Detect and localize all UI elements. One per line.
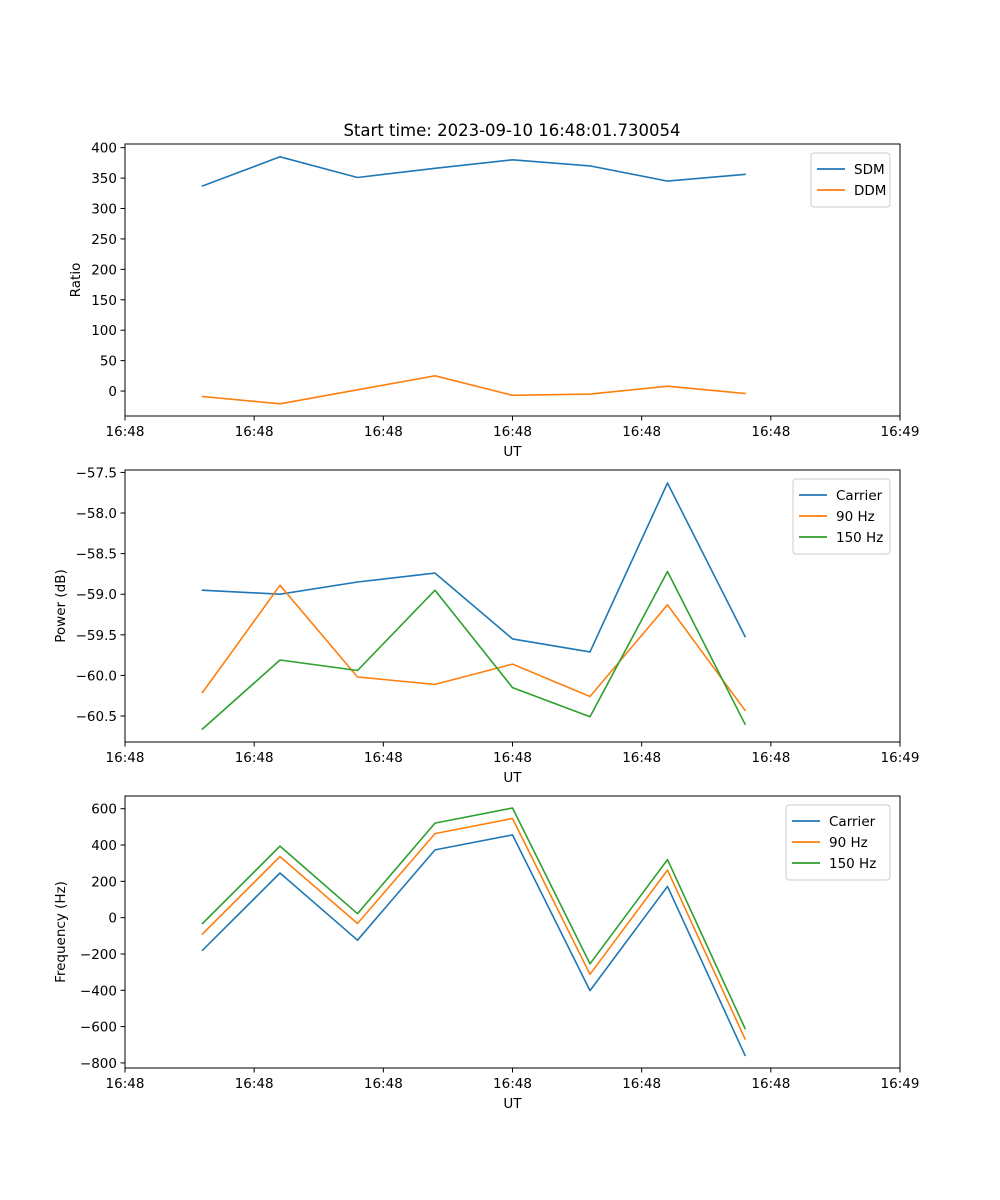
y-tick-label: 100: [91, 323, 117, 339]
y-tick-label: 200: [91, 874, 117, 890]
legend-label: 90 Hz: [836, 509, 875, 525]
legend-label: DDM: [854, 183, 886, 199]
x-tick-label: 16:48: [106, 750, 145, 766]
chart-title: Start time: 2023-09-10 16:48:01.730054: [343, 121, 680, 140]
y-tick-label: −59.0: [76, 587, 117, 603]
x-tick-label: 16:49: [881, 750, 920, 766]
x-tick-label: 16:49: [881, 424, 920, 440]
x-tick-label: 16:48: [106, 1076, 145, 1092]
y-tick-label: −200: [80, 947, 117, 963]
legend-label: Carrier: [836, 488, 883, 504]
x-tick-label: 16:48: [751, 424, 790, 440]
y-tick-label: 150: [91, 293, 117, 309]
y-tick-label: 300: [91, 202, 117, 218]
series-line-carrier: [201, 834, 747, 1057]
x-tick-label: 16:48: [493, 1076, 532, 1092]
y-tick-label: 400: [91, 141, 117, 157]
x-tick-label: 16:48: [235, 1076, 274, 1092]
axes-frame: [124, 469, 901, 743]
series-line-90-hz: [201, 584, 747, 712]
y-tick-label: 350: [91, 171, 117, 187]
x-tick-label: 16:48: [493, 750, 532, 766]
series-line-sdm: [201, 156, 746, 188]
legend: Carrier 90 Hz 150 Hz: [792, 478, 891, 555]
legend: SDM DDM: [810, 152, 891, 208]
y-tick-label: −800: [80, 1056, 117, 1072]
x-tick-label: 16:48: [364, 424, 403, 440]
axes-frame: [124, 795, 901, 1069]
y-tick-label: 400: [91, 838, 117, 854]
x-tick-label: 16:48: [235, 424, 274, 440]
series-line-150-hz: [201, 570, 747, 731]
legend-box: [810, 152, 891, 208]
series-line-ddm: [201, 374, 746, 405]
x-tick-label: 16:48: [622, 1076, 661, 1092]
y-tick-label: −57.5: [76, 465, 117, 481]
legend: Carrier 90 Hz 150 Hz: [785, 804, 891, 881]
legend-label: 90 Hz: [829, 835, 868, 851]
y-tick-label: −60.5: [76, 709, 117, 725]
x-tick-label: 16:48: [751, 1076, 790, 1092]
legend-label: 150 Hz: [836, 530, 883, 546]
panels: 16:48 16:48 16:48 16:48 16:48 16:48 16:49 0 50 10…: [53, 141, 919, 1112]
legend-box: [792, 478, 891, 555]
y-tick-label: 200: [91, 262, 117, 278]
y-tick-label: 250: [91, 232, 117, 248]
y-tick-label: −600: [80, 1020, 117, 1036]
x-tick-label: 16:48: [364, 1076, 403, 1092]
y-tick-label: 0: [108, 911, 117, 927]
x-tick-label: 16:48: [751, 750, 790, 766]
legend-label: SDM: [854, 162, 885, 178]
panel-1: 16:48 16:48 16:48 16:48 16:48 16:48 16:49 0 50 10…: [68, 141, 919, 460]
series-line-carrier: [201, 482, 747, 653]
legend-label: 150 Hz: [829, 856, 876, 872]
series-line-90-hz: [201, 817, 747, 1040]
x-axis-label: UT: [503, 770, 522, 786]
y-tick-label: −58.5: [76, 547, 117, 563]
axes-frame: [124, 143, 901, 417]
y-axis-label: Frequency (Hz): [53, 881, 69, 983]
y-tick-label: 0: [108, 384, 117, 400]
x-tick-label: 16:48: [235, 750, 274, 766]
x-tick-label: 16:48: [364, 750, 403, 766]
x-tick-label: 16:48: [106, 424, 145, 440]
y-tick-label: 50: [100, 354, 117, 370]
panel-2: 16:48 16:48 16:48 16:48 16:48 16:48 16:49 −57.5…: [53, 465, 919, 786]
x-axis-label: UT: [503, 1096, 522, 1112]
y-axis-label: Ratio: [68, 263, 84, 298]
legend-box: [785, 804, 891, 881]
legend-label: Carrier: [829, 814, 876, 830]
x-axis-label: UT: [503, 444, 522, 460]
y-tick-label: −60.0: [76, 668, 117, 684]
y-tick-label: 600: [91, 802, 117, 818]
y-tick-label: −59.5: [76, 628, 117, 644]
panel-3: 16:48 16:48 16:48 16:48 16:48 16:48 16:49 600 40…: [53, 795, 920, 1112]
x-tick-label: 16:48: [493, 424, 532, 440]
x-tick-label: 16:48: [622, 424, 661, 440]
y-tick-label: −400: [80, 983, 117, 999]
y-axis-label: Power (dB): [53, 569, 69, 642]
series-line-150-hz: [201, 807, 747, 1030]
y-tick-label: −58.0: [76, 506, 117, 522]
x-tick-label: 16:48: [622, 750, 661, 766]
x-tick-label: 16:49: [881, 1076, 920, 1092]
